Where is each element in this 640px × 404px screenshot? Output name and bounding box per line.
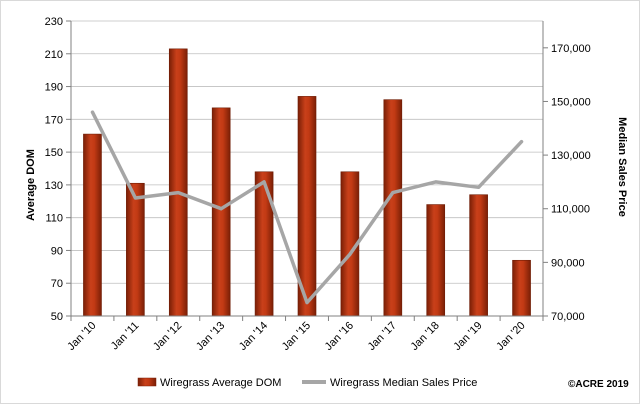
price-point-6 xyxy=(348,252,352,256)
y-tick-label-4: 130 xyxy=(45,180,63,192)
y-tick-label-6: 170 xyxy=(45,114,63,126)
price-point-10 xyxy=(520,140,524,144)
y-tick-label-0: 50 xyxy=(51,311,63,323)
bar-10 xyxy=(512,259,531,317)
legend-swatch-dom xyxy=(137,377,157,387)
bar-2 xyxy=(168,48,188,317)
left-axis-ticks: 50 70 90 110 130 150 170 190 210 230 xyxy=(45,16,63,323)
bar-0 xyxy=(83,133,102,317)
y-tick-label-7: 190 xyxy=(45,82,63,94)
copyright-note: ©ACRE 2019 xyxy=(568,379,629,390)
bar-series xyxy=(83,48,531,317)
y-tick-label-5: 150 xyxy=(45,147,63,159)
price-point-0 xyxy=(90,110,94,114)
y-tick-label-9: 230 xyxy=(45,16,63,28)
bar-1 xyxy=(126,182,145,317)
right-axis-ticks: 70,000 90,000 110,000 130,000 150,000 170,000 xyxy=(551,43,591,323)
legend-label-price: Wiregrass Median Sales Price xyxy=(330,377,477,389)
y2-tick-label-5: 170,000 xyxy=(551,43,591,55)
price-point-9 xyxy=(477,185,481,189)
axes xyxy=(66,20,548,321)
bar-9 xyxy=(469,194,488,317)
legend: Wiregrass Average DOM Wiregrass Median S… xyxy=(137,377,477,389)
y-tick-label-1: 70 xyxy=(51,278,63,290)
price-point-3 xyxy=(219,207,223,211)
y2-axis-title: Median Sales Price xyxy=(616,117,628,217)
y2-tick-label-4: 150,000 xyxy=(551,96,591,108)
y2-tick-label-0: 70,000 xyxy=(551,311,585,323)
legend-label-dom: Wiregrass Average DOM xyxy=(160,377,281,389)
price-point-1 xyxy=(133,196,137,200)
line-series xyxy=(90,110,524,305)
y-axis-title: Average DOM xyxy=(25,149,37,221)
price-point-8 xyxy=(434,180,438,184)
bar-7 xyxy=(383,99,403,317)
y2-tick-label-1: 90,000 xyxy=(551,257,585,269)
price-point-2 xyxy=(176,191,180,195)
y2-tick-label-3: 130,000 xyxy=(551,150,591,162)
y-tick-label-2: 90 xyxy=(51,245,63,257)
legend-item-dom: Wiregrass Average DOM xyxy=(137,377,281,389)
y-tick-label-3: 110 xyxy=(45,213,63,225)
price-point-7 xyxy=(391,191,395,195)
legend-item-price: Wiregrass Median Sales Price xyxy=(302,377,477,389)
bar-3 xyxy=(211,107,231,317)
price-point-4 xyxy=(262,180,266,184)
bar-4 xyxy=(254,171,274,317)
y-tick-label-8: 210 xyxy=(45,49,63,61)
bar-8 xyxy=(426,204,446,317)
price-point-5 xyxy=(305,301,309,305)
y2-tick-label-2: 110,000 xyxy=(551,204,590,216)
